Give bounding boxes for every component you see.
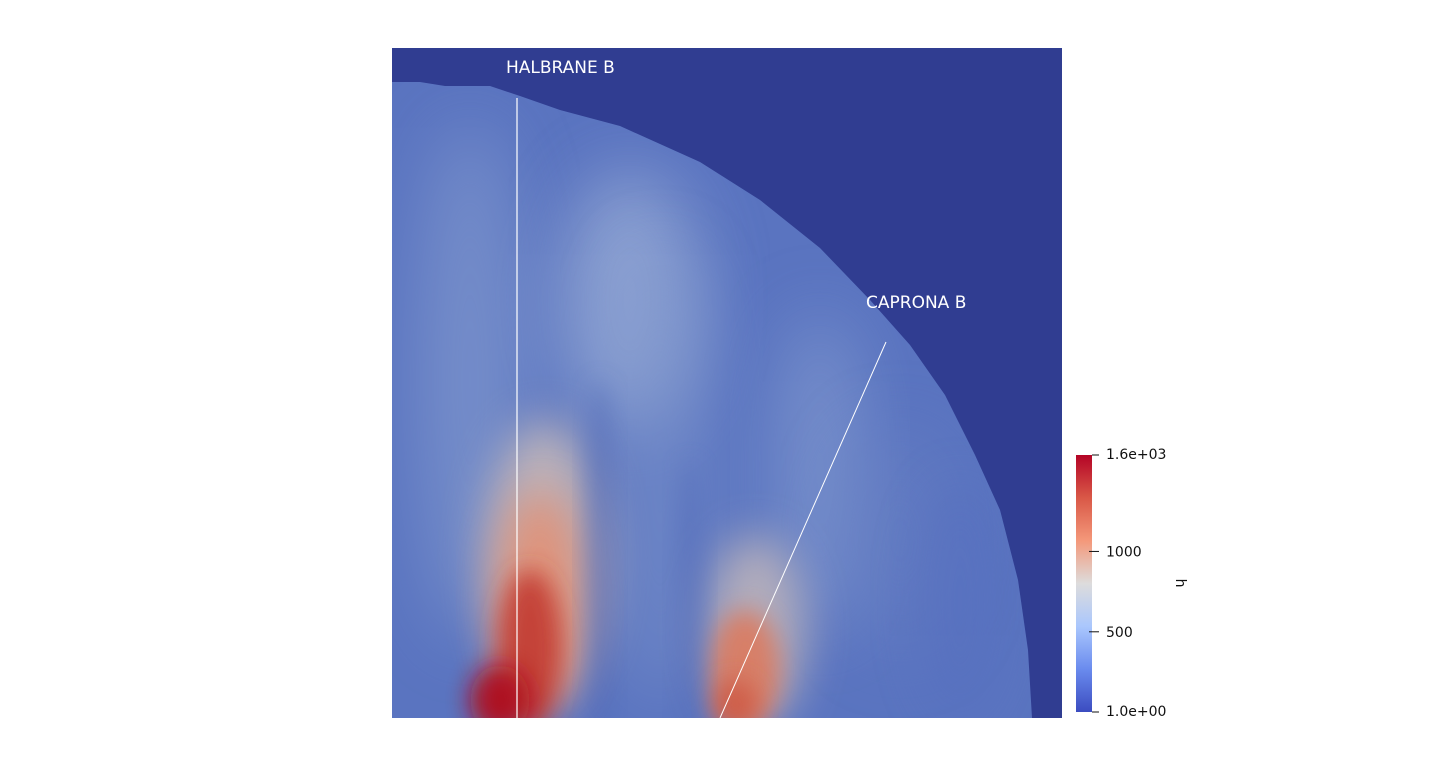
colorbar-gradient	[1076, 455, 1092, 712]
colorbar-min-label: 1.0e+00	[1106, 704, 1166, 720]
caprona-b-label: CAPRONA B	[866, 293, 966, 313]
field-streak	[676, 460, 704, 718]
colorbar-max-label: 1.6e+03	[1106, 447, 1166, 463]
transect-lines	[516, 98, 887, 718]
colorbar-tick-label: 500	[1106, 625, 1133, 641]
colorbar-title: h	[1172, 579, 1188, 588]
plot-area	[392, 48, 1062, 718]
caprona-b-line	[719, 341, 887, 718]
field-plume	[713, 680, 757, 718]
field-plume	[470, 665, 530, 718]
colorbar-tick-label: 1000	[1106, 544, 1142, 560]
field-streak	[915, 480, 1005, 718]
halbrane-b-label: HALBRANE B	[506, 58, 615, 78]
colorbar: 1.6e+03 1.0e+00 500 1000 h	[1076, 447, 1188, 720]
field-streak	[586, 380, 614, 718]
